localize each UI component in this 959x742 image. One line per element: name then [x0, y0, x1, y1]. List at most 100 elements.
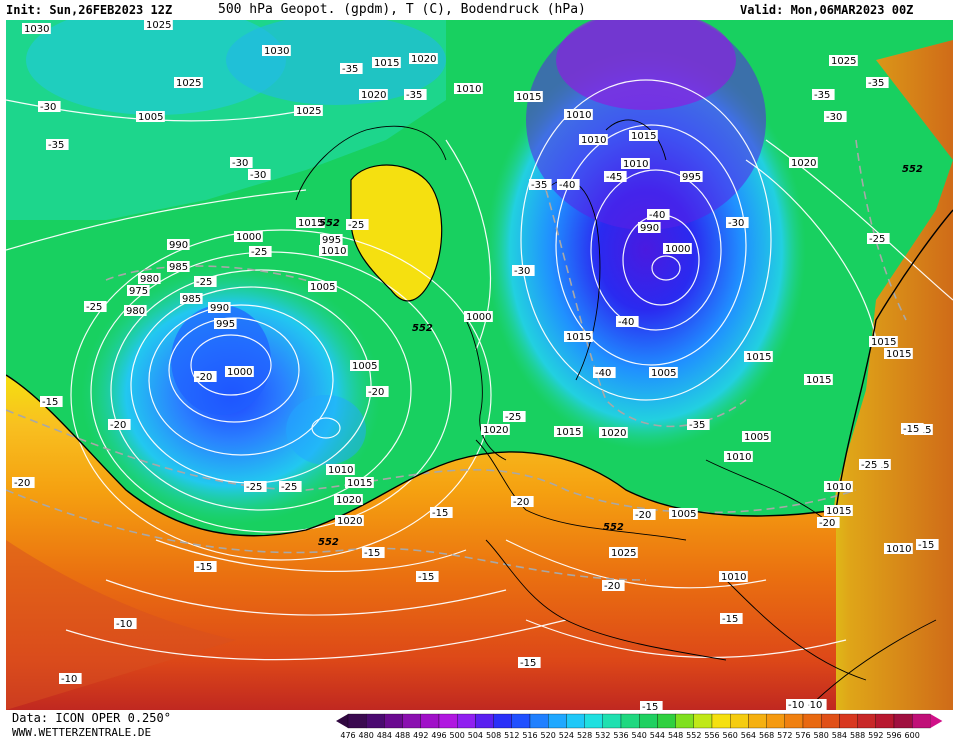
temperature-label-bg [511, 496, 534, 507]
pressure-label: 985 [182, 294, 201, 305]
temperature-label-bg [593, 367, 616, 378]
colorbar-tick-label: 532 [595, 731, 610, 740]
pressure-label: 1010 [328, 465, 353, 476]
pressure-label-bg [294, 105, 323, 116]
pressure-label-bg [724, 451, 753, 462]
temperature-label-bg [430, 507, 453, 518]
pressure-label-bg [454, 83, 483, 94]
temperature-label: -15 [418, 572, 434, 583]
pressure-label-bg [214, 318, 237, 329]
map-title: 500 hPa Geopot. (gpdm), T (C), Bodendruc… [218, 2, 586, 17]
pressure-label-bg [829, 55, 858, 66]
pressure-label: 985 [169, 262, 188, 273]
pressure-label: 1020 [337, 516, 362, 527]
colorbar-tick-label: 500 [450, 731, 465, 740]
temperature-labels: -35-35-30-35-30-30-25-25-20-25-25-20-20-… [12, 63, 939, 710]
pressure-label: 1025 [611, 548, 636, 559]
temperature-label-bg [194, 276, 217, 287]
colorbar-swatch [893, 713, 913, 729]
temperature-label: -15 [642, 702, 658, 710]
temperature-label: -40 [649, 210, 665, 221]
pressure-label: 990 [210, 303, 229, 314]
colorbar-swatch [821, 713, 840, 729]
pressure-label-bg [372, 57, 401, 68]
colorbar-tick-label: 524 [559, 731, 574, 740]
temperature-label-bg [804, 699, 827, 710]
pressure-label-bg [554, 426, 583, 437]
temperature-label: -15 [432, 508, 448, 519]
pressure-label-bg [225, 366, 254, 377]
temperature-label: -30 [250, 170, 266, 181]
pressure-label: 1020 [601, 428, 626, 439]
pressure-label: 1020 [483, 425, 508, 436]
pressure-label-bg [719, 571, 748, 582]
temperature-label: -45 [606, 172, 622, 183]
colorbar-swatch [347, 713, 367, 729]
colorbar-tick-label: 488 [395, 731, 410, 740]
pressure-label-bg [884, 348, 913, 359]
pressure-label-bg [127, 285, 150, 296]
geopotential-552-ridge-contour [350, 164, 443, 302]
colorbar-swatch [784, 713, 804, 729]
pressure-label: 990 [169, 240, 188, 251]
temperature-label-bg [916, 539, 939, 550]
temperature-label: -35 [342, 64, 358, 75]
pressure-label-bg [629, 130, 658, 141]
colorbar-swatch [875, 713, 895, 729]
pressure-label-bg [326, 464, 355, 475]
temperature-label: -25 [196, 277, 212, 288]
pressure-label-bg [138, 273, 161, 284]
temperature-label-bg [59, 673, 82, 684]
temperature-label-bg [84, 301, 107, 312]
pressure-label: 1025 [296, 106, 321, 117]
cyan-region-nw [26, 20, 286, 115]
temperature-label: -20 [196, 372, 212, 383]
pressure-label: 1015 [374, 58, 399, 69]
pressure-label-bg [804, 374, 833, 385]
pressure-label-bg [167, 239, 190, 250]
pressure-label: 1005 [651, 368, 676, 379]
temperature-label-bg [812, 89, 835, 100]
init-time: Init: Sun,26FEB2023 12Z [6, 3, 173, 17]
geopotential-labels: 552 552 552 552 552 [318, 164, 923, 548]
pressure-label: 1000 [236, 232, 261, 243]
temperature-label: -40 [559, 180, 575, 191]
colorbar-tick-label: 560 [723, 731, 738, 740]
temperature-label-bg [40, 396, 63, 407]
pressure-label: 1010 [456, 84, 481, 95]
colorbar-swatch [839, 713, 858, 729]
weather-map[interactable]: 1030 1025 1030 1025 1020 1015 1010 1025 1020 1015… [6, 20, 953, 710]
temperature-label: -10 [61, 674, 77, 685]
temperature-label: -20 [513, 497, 529, 508]
colorbar-swatch [693, 713, 713, 729]
temperature-label-bg [647, 209, 670, 220]
temperature-label-bg [518, 657, 541, 668]
colorbar-arrow-right [930, 714, 943, 728]
temperature-label-bg [512, 265, 535, 276]
colorbar: 476 480 484 488 492 496 500 504 508 512 516 520 524 5… [336, 713, 943, 740]
temperature-label-bg [557, 179, 580, 190]
temperature-label-bg [194, 561, 217, 572]
map-footer: Data: ICON OPER 0.250° WWW.WETTERZENTRAL… [0, 710, 959, 741]
temperature-label: -30 [826, 112, 842, 123]
pressure-label: 1020 [361, 90, 386, 101]
colorbar-tick-label: 584 [832, 731, 847, 740]
colorbar-tick-label: 520 [541, 731, 556, 740]
temperature-label: -25 [505, 412, 521, 423]
temperature-label-bg [726, 217, 749, 228]
pressure-label-bg [144, 20, 173, 30]
ridge-yellow-north [351, 165, 442, 301]
temperature-label-bg [248, 169, 271, 180]
pressure-label-bg [124, 305, 147, 316]
colorbar-swatch [657, 713, 676, 729]
colorbar-tick-label: 528 [577, 731, 592, 740]
pressure-label: 995 [682, 172, 701, 183]
colorbar-tick-label: 552 [686, 731, 701, 740]
pressure-label: 1030 [24, 24, 49, 35]
atlantic-secondary-low [286, 395, 366, 465]
pressure-label-bg [824, 505, 853, 516]
pressure-label: 1000 [665, 244, 690, 255]
colorbar-tick-label: 576 [795, 731, 810, 740]
colorbar-swatches [336, 713, 943, 729]
temperature-label-bg [416, 571, 439, 582]
